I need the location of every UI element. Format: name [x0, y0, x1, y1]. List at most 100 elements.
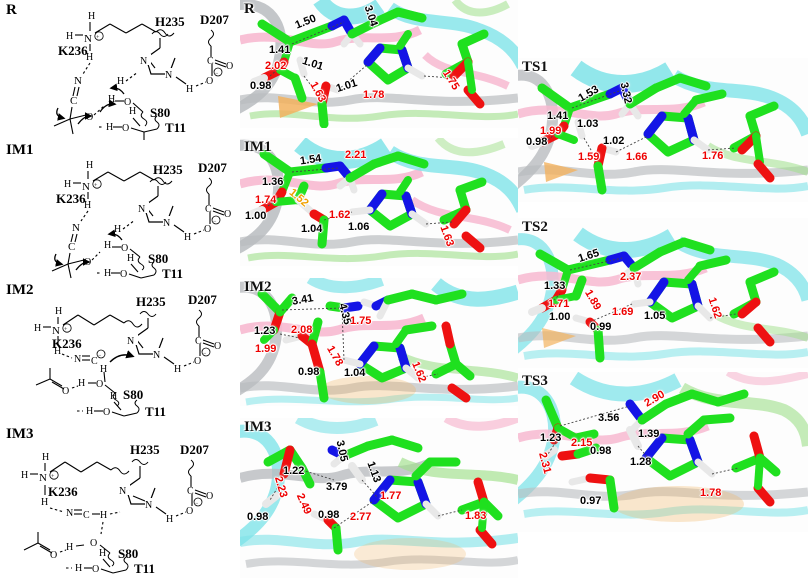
panel-label-TS1: TS1: [522, 59, 548, 75]
render-panel-TS2: TS2 1.65 2.37 1.33 1.71 1.89 1.69 1.00 0…: [518, 218, 808, 368]
distance-label: 1.69: [612, 306, 634, 318]
distance-label: 2.37: [620, 271, 642, 283]
svg-text:S80: S80: [118, 546, 138, 561]
distance-label: 0.99: [590, 321, 612, 333]
scheme-title-IM2: IM2: [6, 282, 34, 298]
svg-text:C: C: [83, 510, 90, 521]
svg-text:H: H: [99, 548, 106, 559]
panel-label-TS2: TS2: [522, 219, 548, 235]
distance-label: 1.62: [329, 209, 351, 221]
scheme-drawing-IM3: H N + H K236 H N C: [21, 442, 213, 576]
svg-text:H235: H235: [130, 442, 160, 457]
svg-text:K236: K236: [58, 43, 88, 58]
svg-text:H: H: [104, 240, 111, 251]
protein-cartoon-IM3: [240, 418, 518, 578]
distance-label: 1.75: [350, 315, 372, 327]
distance-label: 1.99: [255, 343, 277, 355]
svg-text:+: +: [51, 474, 55, 480]
svg-text:K236: K236: [56, 191, 86, 206]
render-panel-TS3: TS3 2.90 3.56 1.39 1.23 2.15 0.98 1.28 2…: [518, 372, 808, 532]
distance-label: 1.06: [348, 221, 370, 233]
svg-text:H: H: [174, 364, 181, 375]
svg-text:O: O: [224, 209, 231, 220]
svg-text:C: C: [207, 56, 214, 67]
svg-text:−: −: [215, 71, 219, 77]
svg-text:H: H: [78, 378, 85, 389]
svg-text:H: H: [75, 563, 82, 574]
svg-text:O: O: [90, 538, 97, 549]
ligand-sticks-TS1: [528, 73, 779, 195]
distance-label: 1.28: [630, 456, 652, 468]
distance-label: 3.79: [326, 481, 348, 493]
svg-text:K236: K236: [52, 336, 82, 351]
svg-text:−: −: [195, 501, 199, 507]
svg-text:O: O: [214, 341, 221, 352]
svg-text:T11: T11: [134, 561, 155, 576]
distance-label: 2.15: [571, 437, 593, 449]
svg-text:O: O: [122, 123, 129, 134]
svg-text:H: H: [86, 52, 93, 63]
svg-text:K236: K236: [48, 484, 78, 499]
distance-label: 1.41: [269, 44, 291, 56]
panel-label-TS3: TS3: [522, 373, 548, 389]
distance-label: 1.99: [540, 125, 562, 137]
protein-cartoon-TS2: [518, 218, 808, 368]
svg-text:T11: T11: [165, 120, 186, 135]
distance-label: 1.23: [254, 325, 276, 337]
svg-text:D207: D207: [180, 442, 209, 457]
svg-text:+: +: [64, 327, 68, 333]
render-panel-TS1: TS1 1.53 3.32 1.41 1.03 1.99 0.98 1.02 1…: [518, 58, 808, 202]
svg-text:N: N: [74, 75, 82, 87]
svg-text:O: O: [206, 491, 213, 502]
distance-label: 0.97: [580, 495, 602, 507]
svg-text:N: N: [127, 336, 134, 347]
svg-text:C: C: [187, 486, 194, 497]
svg-text:N: N: [153, 350, 160, 361]
svg-text:H235: H235: [136, 294, 166, 309]
svg-text:O: O: [206, 76, 213, 87]
svg-text:O: O: [62, 386, 69, 397]
svg-text:O: O: [194, 356, 201, 367]
svg-text:N: N: [163, 218, 170, 229]
distance-label: 0.98: [318, 509, 340, 521]
scheme-IM2: IM2 H N + H K236 H N C: [0, 282, 240, 420]
distance-label: 1.41: [547, 110, 569, 122]
svg-text:H: H: [86, 160, 93, 171]
svg-text:N: N: [145, 500, 152, 511]
ligand-sticks-TS3: [541, 389, 781, 513]
svg-text:H: H: [42, 452, 49, 463]
svg-text:H: H: [127, 253, 134, 264]
scheme-IM1: IM1 H N + H K236 H N C: [0, 142, 240, 280]
distance-label: 1.03: [577, 118, 599, 130]
svg-text:H: H: [41, 497, 48, 508]
distance-label: 1.05: [644, 310, 666, 322]
panel-label-IM3: IM3: [244, 419, 272, 435]
render-panel-IM3: IM3 3.05 1.22 1.13 2.23 3.79 1.77 2.49 0…: [240, 418, 518, 578]
svg-text:O: O: [50, 550, 57, 561]
svg-text:H: H: [106, 122, 113, 133]
panel-label-IM2: IM2: [244, 279, 272, 295]
svg-text:H: H: [104, 268, 111, 279]
svg-text:N: N: [72, 222, 80, 234]
svg-text:H: H: [86, 406, 93, 417]
ligand-sticks-IM2: [257, 289, 475, 403]
svg-text:C: C: [91, 356, 98, 367]
distance-label: 0.98: [590, 445, 612, 457]
svg-text:N: N: [138, 204, 145, 215]
distance-label: 0.98: [526, 136, 548, 148]
svg-text:C: C: [70, 95, 77, 107]
svg-text:N: N: [66, 508, 73, 519]
svg-text:H: H: [100, 510, 107, 521]
distance-label: 1.00: [549, 311, 571, 323]
scheme-title-IM1: IM1: [6, 142, 34, 158]
svg-text:H: H: [129, 106, 136, 117]
distance-label: 0.98: [247, 511, 269, 523]
distance-label: 1.59: [578, 151, 600, 163]
distance-label: 2.02: [265, 60, 287, 72]
svg-text:−: −: [98, 353, 102, 359]
distance-label: 1.76: [702, 150, 724, 162]
distance-label: 1.23: [540, 432, 562, 444]
svg-text:T11: T11: [162, 266, 183, 280]
svg-text:H235: H235: [155, 14, 185, 29]
svg-text:O: O: [124, 97, 131, 108]
